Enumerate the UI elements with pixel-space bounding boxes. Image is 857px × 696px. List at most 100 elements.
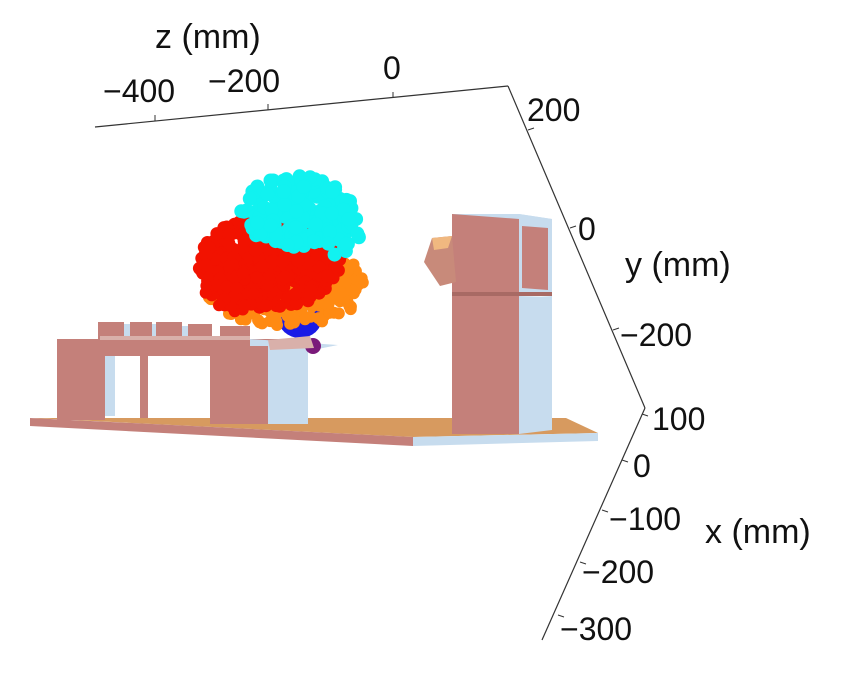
- cloud-point: [213, 299, 225, 312]
- cloud-point: [263, 173, 278, 188]
- hand-base: [268, 336, 314, 350]
- cloud-point: [288, 287, 302, 301]
- left-table: [57, 322, 338, 424]
- cloud-point: [339, 237, 354, 251]
- cloud-point: [278, 270, 292, 284]
- cloud-point: [250, 215, 265, 230]
- cloud-point: [263, 218, 278, 233]
- x-tick-mark: [641, 413, 649, 417]
- z-tick-label: 0: [383, 50, 401, 86]
- cloud-point: [288, 220, 303, 235]
- cloud-point: [238, 299, 251, 312]
- cloud-point: [339, 275, 352, 288]
- y-tick-mark: [569, 225, 577, 229]
- y-axis-title: y (mm): [625, 246, 731, 284]
- table-rail: [100, 336, 250, 340]
- tower-upper-front: [452, 214, 519, 294]
- table-block-highlight: [182, 326, 188, 338]
- z-tick-label: −200: [208, 63, 280, 99]
- cloud-point: [220, 280, 233, 293]
- x-tick-mark: [579, 561, 587, 565]
- axis-frame: [94, 85, 649, 641]
- y-tick-mark: [527, 127, 535, 131]
- cloud-point: [327, 247, 342, 262]
- cloud-point: [259, 299, 273, 313]
- z-axis-title: z (mm): [155, 18, 261, 56]
- cloud-point: [350, 226, 365, 241]
- y-tick-label: 0: [578, 211, 596, 247]
- cloud-point: [280, 238, 295, 252]
- cloud-point: [236, 267, 249, 280]
- cloud-point: [304, 283, 318, 297]
- tower-lower-front: [452, 296, 519, 434]
- cloud-point: [291, 254, 305, 268]
- cloud-point: [341, 212, 356, 227]
- cloud-point: [322, 297, 335, 310]
- cloud-point: [276, 255, 290, 269]
- cloud-point: [252, 314, 265, 327]
- cloud-point: [223, 260, 236, 273]
- x-tick-label: −200: [582, 554, 654, 590]
- cloud-point: [299, 313, 311, 326]
- cloud-point: [330, 289, 343, 302]
- cloud-point: [324, 206, 339, 221]
- table-block-highlight: [152, 324, 156, 338]
- table-block: [130, 322, 152, 340]
- cloud-point: [260, 187, 275, 202]
- cloud-point: [199, 258, 213, 272]
- floor-side: [413, 433, 598, 446]
- cloud-point: [281, 310, 294, 322]
- x-tick-label: 100: [652, 401, 705, 437]
- cloud-point: [199, 248, 213, 262]
- cloud-point: [230, 282, 243, 294]
- cloud-point: [237, 234, 251, 248]
- table-leg-right: [210, 346, 268, 424]
- cloud-point: [325, 184, 340, 199]
- cloud-point: [296, 179, 311, 194]
- x-tick-mark: [621, 459, 629, 463]
- cloud-point: [355, 272, 368, 285]
- tower-lower-side: [519, 296, 552, 434]
- cloud-point: [234, 204, 249, 219]
- table-leg-left-side: [105, 350, 115, 416]
- cloud-point: [266, 254, 280, 268]
- x-tick-mark: [557, 614, 565, 618]
- x-tick-label: −300: [560, 611, 632, 647]
- right-tower: [424, 214, 552, 434]
- y-tick-label: −200: [620, 317, 692, 353]
- x-tick-mark: [601, 509, 609, 513]
- cloud-point: [344, 259, 357, 272]
- y-axis-line: [507, 85, 646, 409]
- table-leg-right-side: [268, 350, 308, 424]
- z-tick-label: −400: [103, 73, 175, 109]
- cloud-point: [264, 202, 279, 217]
- z-axis-line: [94, 85, 509, 128]
- cloud-point: [321, 236, 336, 251]
- x-axis-line: [541, 407, 646, 641]
- cloud-point: [289, 204, 304, 219]
- tower-divider: [452, 292, 552, 296]
- x-tick-label: 0: [633, 448, 651, 484]
- cloud-point: [256, 259, 269, 273]
- table-block: [156, 322, 182, 340]
- cloud-point: [320, 269, 334, 283]
- lamp-highlight: [432, 236, 452, 250]
- tower-upper-inner: [522, 226, 548, 290]
- cloud-point: [310, 248, 324, 262]
- table-leg-left: [57, 346, 105, 420]
- axis-labels: z (mm) −400 −200 0 200 0 y (mm) −200 100…: [103, 18, 811, 647]
- x-axis-title: x (mm): [705, 513, 811, 551]
- cloud-point: [242, 191, 257, 206]
- cloud-point: [210, 227, 224, 241]
- y-tick-mark: [612, 327, 620, 331]
- lamp-body: [424, 236, 456, 286]
- cloud-point: [247, 287, 260, 300]
- cloud-point: [277, 197, 292, 212]
- cloud-point: [309, 217, 323, 232]
- table-block-highlight: [124, 324, 130, 338]
- cloud-point: [307, 234, 322, 249]
- cloud-point: [199, 286, 212, 299]
- cloud-point: [222, 236, 236, 250]
- cloud-point: [250, 271, 263, 284]
